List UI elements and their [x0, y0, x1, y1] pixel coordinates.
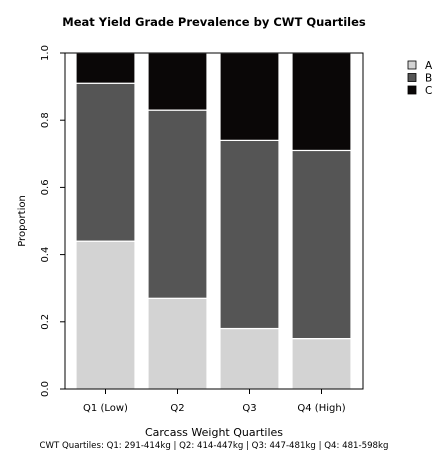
legend-label-b: B: [425, 73, 432, 85]
plot-frame: [64, 52, 364, 390]
bar-segment-c-q4: [291, 52, 352, 152]
y-tick-label: 0.2: [40, 314, 51, 330]
legend-label-c: C: [425, 85, 432, 97]
y-tick-label: 1.0: [40, 45, 51, 61]
x-axis-label: Carcass Weight Quartiles: [145, 426, 283, 439]
bar-segment-c-q1: [75, 52, 136, 84]
y-axis-label: Proportion: [17, 195, 28, 247]
x-tick-label: Q2: [170, 403, 184, 414]
bar-segment-b-q3: [219, 139, 280, 330]
y-tick-label: 0.0: [40, 381, 51, 397]
bar-segment-a-q3: [219, 327, 280, 390]
x-tick-label: Q4 (High): [297, 403, 345, 414]
bar-segment-c-q2: [147, 52, 208, 111]
bar-segment-a-q4: [291, 338, 352, 390]
bar-segment-b-q4: [291, 149, 352, 340]
bars-group: [75, 52, 352, 390]
caption-note: CWT Quartiles: Q1: 291-414kg | Q2: 414-4…: [40, 441, 389, 451]
legend-label-a: A: [425, 60, 433, 72]
bar-segment-c-q3: [219, 52, 280, 141]
y-tick-label: 0.8: [40, 112, 51, 128]
x-axis: Q1 (Low) Q2 Q3 Q4 (High): [83, 389, 346, 414]
legend: ABC: [407, 60, 433, 97]
bar-segment-a-q2: [147, 297, 208, 390]
bar-segment-a-q1: [75, 240, 136, 390]
x-tick-label: Q3: [242, 403, 256, 414]
y-tick-label: 0.6: [40, 179, 51, 195]
y-axis: 0.0 0.2 0.4 0.6 0.8 1.0: [40, 45, 65, 397]
x-tick-label: Q1 (Low): [83, 403, 128, 414]
legend-swatch-a: [407, 60, 417, 70]
legend-swatch-b: [407, 73, 417, 82]
legend-swatch-c: [407, 85, 417, 95]
chart-title: Meat Yield Grade Prevalence by CWT Quart…: [62, 15, 366, 29]
y-tick-label: 0.4: [40, 247, 51, 263]
bar-segment-b-q2: [147, 109, 208, 299]
bar-segment-b-q1: [75, 82, 136, 242]
